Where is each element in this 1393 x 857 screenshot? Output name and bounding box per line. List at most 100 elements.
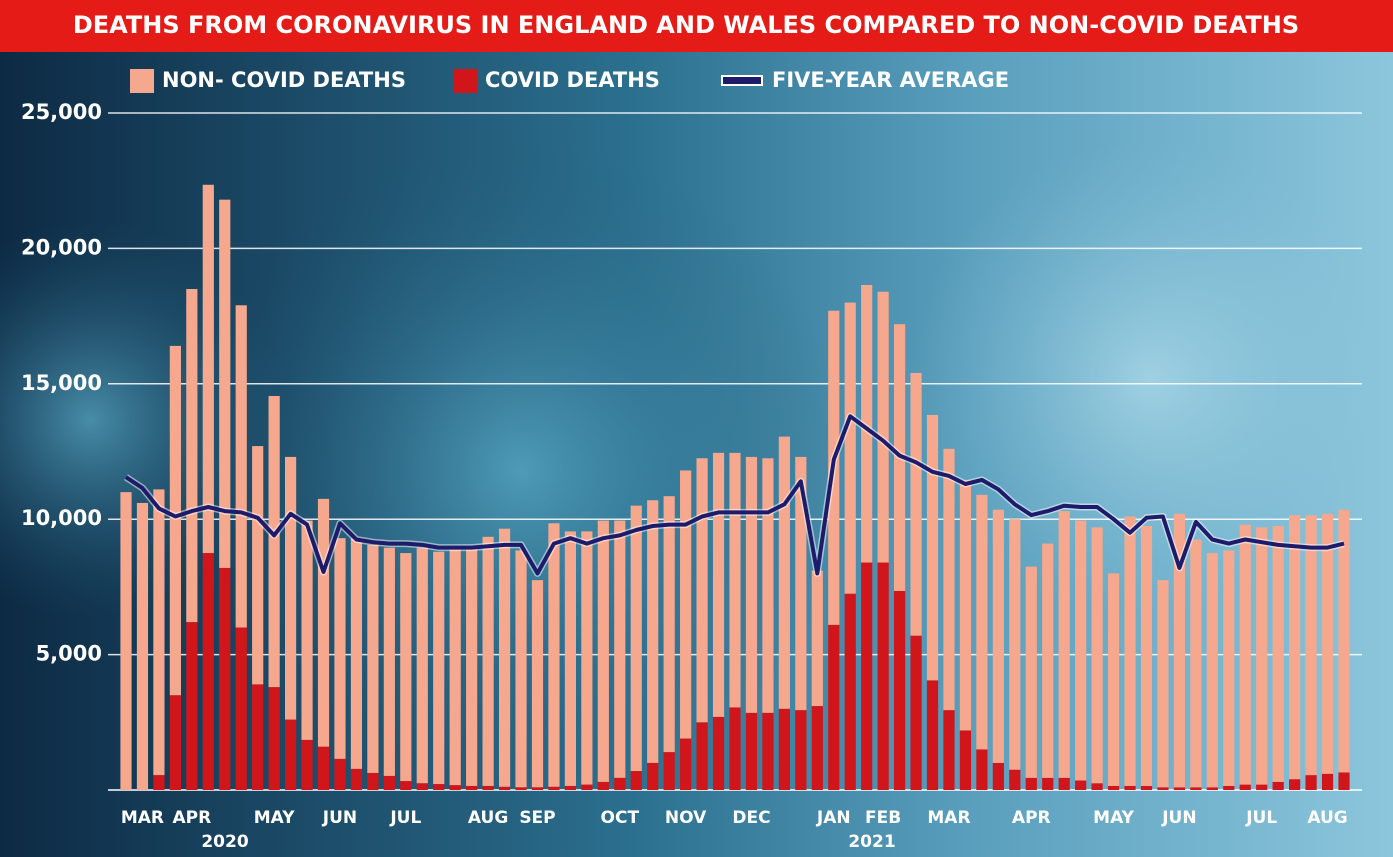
bar-segment	[1338, 772, 1350, 790]
bar-segment	[795, 456, 807, 711]
x-tick-label: JUN	[322, 808, 357, 828]
bar-segment	[449, 547, 461, 786]
bar-segment	[350, 538, 363, 769]
bar-segment	[548, 523, 560, 787]
bar-segment	[893, 590, 906, 790]
bar-segment	[1025, 566, 1037, 778]
bar-segment	[861, 562, 873, 790]
bar-segment	[449, 785, 461, 790]
bar-segment	[515, 787, 527, 790]
bar-segment	[877, 291, 889, 563]
bar-segment	[680, 738, 692, 790]
bar-segment	[959, 479, 972, 731]
line	[124, 414, 1345, 576]
bar-segment	[778, 708, 790, 790]
bar-segment	[762, 458, 774, 713]
year-label: 2021	[848, 832, 895, 852]
y-tick-label: 15,000	[21, 371, 102, 395]
bar-segment	[597, 781, 609, 790]
bar-segment	[1256, 527, 1268, 785]
bar-segment	[1223, 785, 1235, 790]
bar-segment	[844, 302, 856, 594]
bar-segment	[696, 722, 708, 790]
bar-segment	[992, 762, 1004, 790]
x-tick-label: JUL	[1245, 808, 1277, 828]
x-tick-label: JUL	[389, 808, 421, 828]
bar-segment	[301, 520, 313, 740]
virus-decoration	[0, 220, 290, 620]
bar-segment	[1075, 520, 1087, 781]
bar-segment	[235, 627, 247, 790]
bar-segment	[153, 775, 165, 790]
bar-segment	[910, 372, 922, 636]
bar-segment	[350, 768, 363, 790]
bar-segment	[564, 531, 577, 786]
bar-segment	[614, 520, 626, 778]
bar-segment	[466, 785, 478, 790]
bar-segment	[811, 570, 823, 707]
x-tick-label: MAR	[927, 808, 970, 828]
bar-segment	[1206, 787, 1218, 790]
bar-segment	[910, 635, 922, 790]
virus-decoration	[910, 140, 1390, 620]
bar-segment	[1305, 775, 1317, 790]
bar-segment	[367, 544, 379, 773]
y-tick-label: 10,000	[21, 506, 102, 530]
bar-segment	[202, 553, 214, 790]
bar-segment	[943, 448, 955, 711]
bar-segment	[252, 446, 264, 685]
bar-segment	[1190, 787, 1202, 790]
bar-segment	[581, 784, 593, 790]
bar-segment	[861, 284, 873, 563]
bar-segment	[317, 746, 330, 790]
bar-segment	[1289, 515, 1301, 780]
bar-segment	[383, 547, 395, 776]
bar-segment	[367, 772, 379, 790]
bar-segment	[433, 551, 445, 785]
bar-segment	[712, 716, 725, 790]
bar-segment	[1025, 777, 1037, 790]
bar-segment	[498, 786, 511, 790]
bar-segment	[795, 710, 807, 790]
x-tick-label: AUG	[1307, 808, 1347, 828]
bar-segment	[1239, 784, 1251, 790]
bar-segment	[828, 624, 840, 790]
bar-segment	[219, 567, 231, 790]
bar-segment	[268, 687, 280, 790]
x-tick-label: OCT	[601, 808, 640, 828]
bar-segment	[1272, 525, 1284, 782]
bar-segment	[1321, 513, 1334, 774]
bar-segment	[334, 758, 346, 790]
bar-segment	[811, 706, 823, 790]
bar-segment	[647, 762, 659, 790]
bar-segment	[1058, 511, 1070, 778]
y-tick-label: 20,000	[21, 235, 102, 259]
bar-segment	[647, 500, 659, 763]
legend-swatch	[453, 69, 477, 93]
legend-label: NON- COVID DEATHS	[162, 68, 406, 92]
x-tick-label: DEC	[732, 808, 770, 828]
x-tick-label: APR	[172, 808, 211, 828]
bar-segment	[762, 712, 774, 790]
bar-segment	[317, 498, 330, 747]
bar-segment	[498, 528, 511, 787]
x-tick-label: APR	[1012, 808, 1051, 828]
bar-segment	[284, 456, 297, 720]
bar-segment	[1091, 783, 1103, 790]
legend-swatch	[721, 75, 763, 86]
x-tick-label: MAY	[1093, 808, 1134, 828]
bar-segment	[976, 494, 988, 750]
bar-segment	[745, 456, 758, 713]
bar-segment	[729, 452, 741, 708]
bar-segment	[614, 777, 626, 790]
bar-segment	[1058, 777, 1070, 790]
bar-segment	[663, 496, 675, 753]
bar-segment	[1140, 785, 1153, 790]
bar-segment	[1107, 573, 1120, 786]
bar-segment	[1157, 787, 1169, 790]
bar-segment	[202, 184, 214, 554]
bar-segment	[531, 787, 544, 790]
bar-segment	[1009, 769, 1021, 790]
bar-segment	[630, 505, 642, 772]
bar-segment	[844, 593, 856, 790]
